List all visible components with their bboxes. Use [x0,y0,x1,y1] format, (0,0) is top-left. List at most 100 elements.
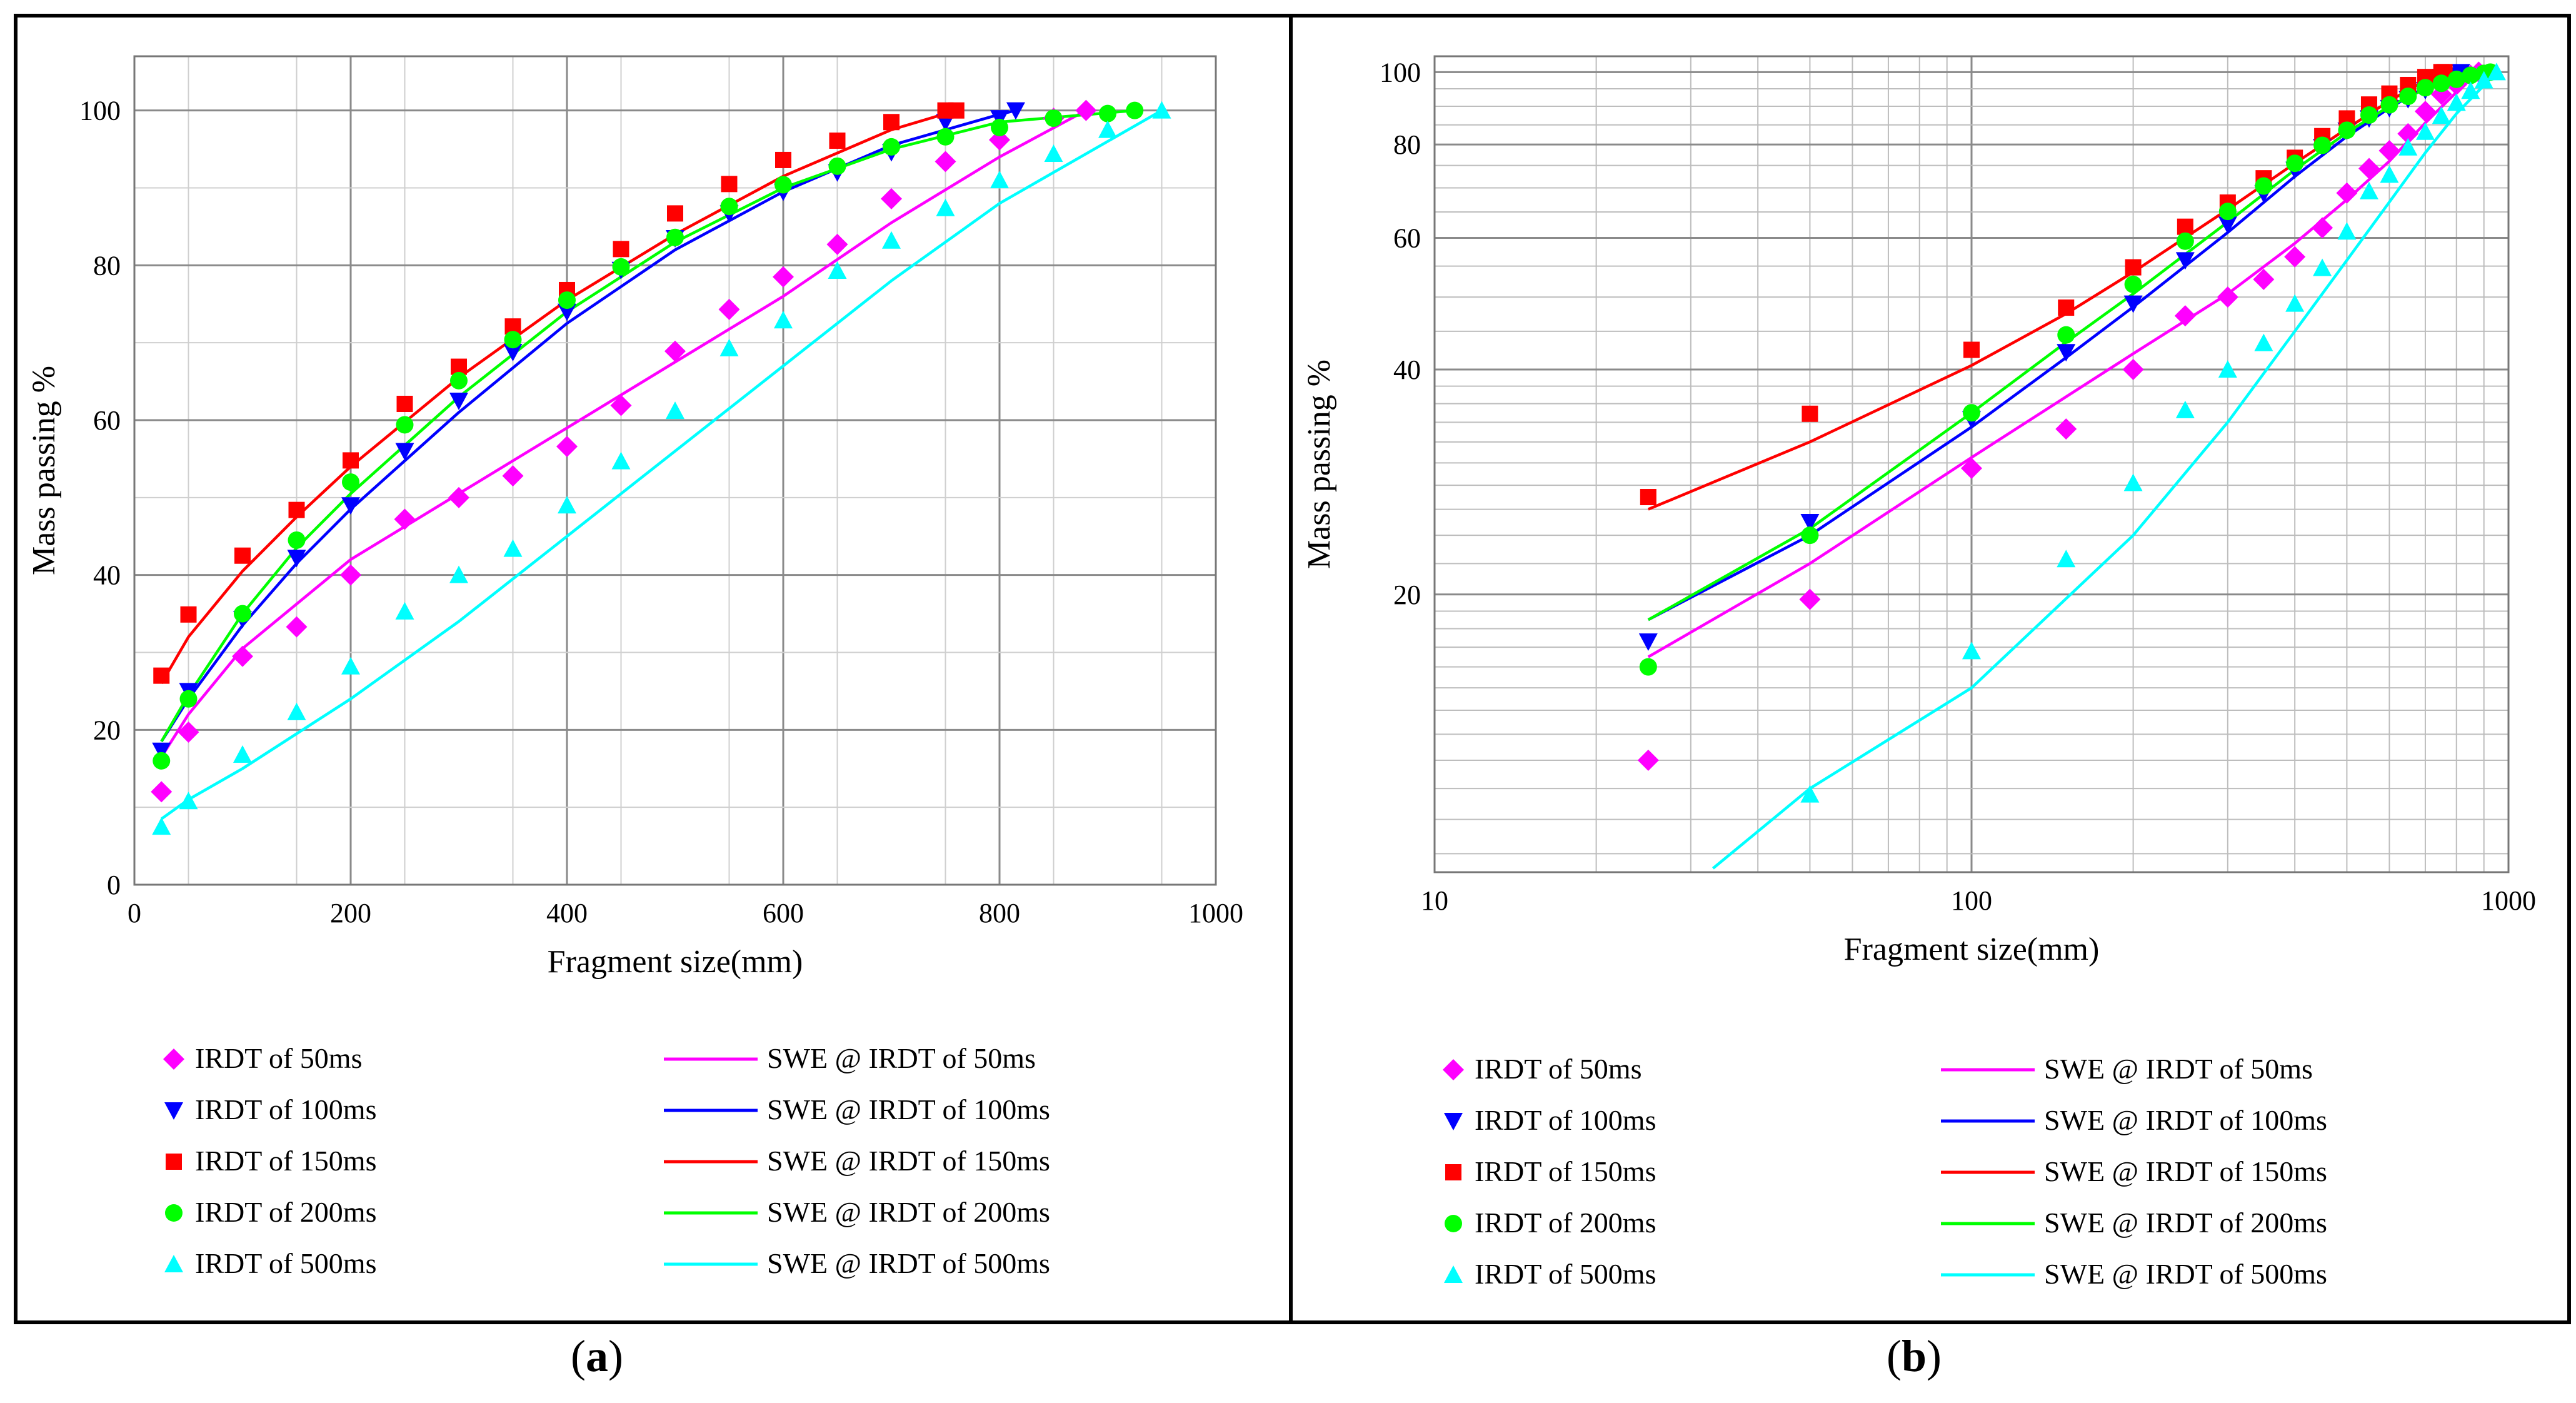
point-irdt-of-500ms [395,601,414,620]
point-irdt-of-150ms [343,452,359,469]
point-irdt-of-500ms [1098,120,1117,138]
plot-area [134,56,1216,885]
fit-line-swe-irdt-of-500ms [160,109,1163,820]
point-irdt-of-50ms [178,722,199,743]
point-irdt-of-500ms [1962,641,1981,660]
point-irdt-of-200ms [2338,121,2356,139]
point-irdt-of-150ms [2125,259,2142,276]
legend-label: IRDT of 50ms [195,1042,363,1074]
point-irdt-of-500ms [990,171,1009,189]
point-irdt-of-150ms [1802,405,1818,422]
point-irdt-of-500ms [2057,550,2076,568]
legend-label: IRDT of 100ms [1475,1104,1656,1136]
legend-marker-irdt-of-150ms [166,1154,182,1170]
point-irdt-of-200ms [774,176,792,194]
point-irdt-of-150ms [2177,218,2193,235]
point-irdt-of-100ms [287,550,306,568]
point-irdt-of-200ms [179,690,198,708]
point-irdt-of-500ms [611,451,631,470]
point-irdt-of-200ms [558,291,576,309]
point-irdt-of-50ms [2397,123,2419,144]
point-irdt-of-50ms [2336,182,2358,204]
data-points [1637,61,2506,803]
point-irdt-of-100ms [2057,344,2076,362]
point-irdt-of-200ms [2255,177,2273,195]
point-irdt-of-200ms [1099,104,1116,123]
point-irdt-of-200ms [2176,232,2194,250]
point-irdt-of-100ms [558,303,576,321]
point-irdt-of-500ms [2461,81,2480,99]
legend-label: SWE @ IRDT of 50ms [2044,1053,2313,1085]
point-irdt-of-200ms [234,605,251,623]
legend-marker-irdt-of-500ms [1444,1265,1463,1283]
point-irdt-of-50ms [773,266,794,288]
point-irdt-of-50ms [664,340,686,362]
legend-label: IRDT of 200ms [195,1196,377,1228]
y-tick-label: 100 [1380,57,1421,88]
point-irdt-of-200ms [2057,326,2075,344]
point-irdt-of-500ms [882,231,901,249]
point-irdt-of-50ms [2253,268,2275,290]
legend-marker-irdt-of-100ms [164,1102,183,1120]
point-irdt-of-50ms [826,233,848,255]
y-tick-label: 80 [93,250,121,281]
point-irdt-of-200ms [2218,203,2237,221]
y-tick-label: 60 [1393,223,1421,254]
point-irdt-of-200ms [2447,70,2465,88]
point-irdt-of-150ms [829,132,846,149]
caption-b-letter: b [1901,1331,1927,1381]
point-irdt-of-200ms [288,531,306,549]
point-irdt-of-500ms [2474,71,2493,89]
point-irdt-of-500ms [233,745,252,763]
point-irdt-of-200ms [342,473,359,491]
point-irdt-of-100ms [341,497,360,515]
legend-label: IRDT of 500ms [195,1247,377,1279]
point-irdt-of-200ms [1639,658,1657,676]
legend: IRDT of 50ms IRDT of 100ms IRDT of 150ms IR… [163,1042,1050,1279]
point-irdt-of-200ms [2286,154,2304,173]
fit-line-swe-irdt-of-100ms [160,109,1016,743]
point-irdt-of-100ms [395,443,414,461]
point-irdt-of-500ms [2398,138,2418,156]
legend-label: SWE @ IRDT of 500ms [767,1247,1050,1279]
point-irdt-of-500ms [2313,258,2332,276]
legend-label: SWE @ IRDT of 100ms [767,1094,1050,1125]
legend-label: SWE @ IRDT of 150ms [2044,1155,2327,1187]
point-irdt-of-500ms [2380,165,2399,183]
y-tick-label: 60 [93,405,121,436]
point-irdt-of-50ms [556,436,578,458]
point-irdt-of-50ms [2055,418,2077,440]
x-axis-title: Fragment size(mm) [548,944,803,980]
point-irdt-of-200ms [2462,66,2480,84]
legend-label: SWE @ IRDT of 500ms [2044,1258,2327,1290]
point-irdt-of-150ms [288,501,305,518]
point-irdt-of-150ms [1640,489,1656,506]
x-tick-label: 10 [1421,885,1448,916]
point-irdt-of-500ms [503,539,523,557]
caption-a-prefix: ( [571,1331,586,1381]
point-irdt-of-500ms [1044,144,1063,163]
point-irdt-of-50ms [1799,588,1821,610]
point-irdt-of-150ms [2058,299,2075,316]
caption-b-prefix: ( [1886,1331,1902,1381]
point-irdt-of-50ms [448,486,469,508]
point-irdt-of-500ms [2359,181,2378,199]
point-irdt-of-200ms [828,157,846,175]
point-irdt-of-100ms [1006,102,1025,120]
point-irdt-of-50ms [2122,358,2144,380]
point-irdt-of-50ms [718,298,740,320]
point-irdt-of-100ms [2218,216,2237,234]
point-irdt-of-200ms [2399,88,2417,106]
point-irdt-of-50ms [935,151,956,173]
point-irdt-of-100ms [449,393,468,411]
legend-marker-irdt-of-50ms [163,1048,184,1070]
point-irdt-of-500ms [2447,93,2466,111]
point-irdt-of-200ms [2432,74,2450,93]
point-irdt-of-200ms [936,128,955,146]
point-irdt-of-500ms [2337,222,2357,240]
legend-marker-irdt-of-500ms [164,1255,183,1272]
point-irdt-of-50ms [286,616,308,638]
point-irdt-of-500ms [2487,63,2506,81]
point-irdt-of-50ms [2358,158,2380,179]
